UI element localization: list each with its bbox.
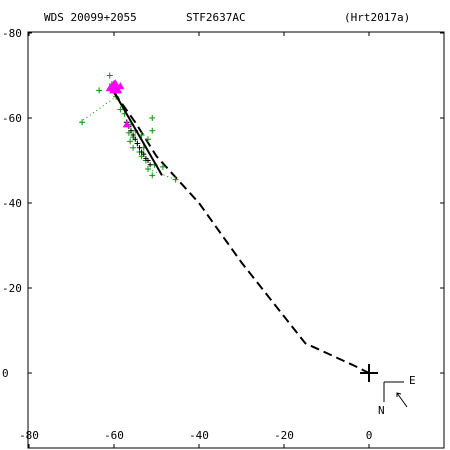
x-tick-label: -80 (19, 429, 39, 442)
magenta-observation-point (122, 120, 131, 128)
green-observation-point (130, 144, 137, 151)
compass: E N (378, 374, 416, 417)
green-observation-point (117, 106, 124, 113)
green-observation-point (149, 172, 156, 179)
fit-line (111, 87, 163, 176)
green-observation-point (79, 119, 86, 126)
x-tick-label: -20 (274, 429, 294, 442)
green-observation-point (159, 163, 166, 170)
y-tick-label: -60 (2, 112, 22, 125)
green-observation-point (172, 176, 179, 183)
green-observation-point (145, 136, 151, 143)
residual-dotted-line (79, 96, 117, 123)
black-observation-point (130, 132, 136, 138)
magenta-observation-point (109, 86, 118, 94)
arrowhead-icon (396, 392, 402, 397)
green-observation-point (149, 115, 156, 121)
x-tick-label: -60 (104, 429, 124, 442)
black-observation-point (141, 151, 147, 157)
black-observation-point (132, 136, 138, 142)
green-observation-point (127, 138, 134, 145)
direction-arrow-icon (396, 392, 408, 408)
green-observation-point (145, 166, 151, 172)
plot-frame (27, 31, 445, 449)
x-tick-label: 0 (366, 429, 373, 442)
residual-dotted-line (147, 168, 176, 181)
black-observation-point (134, 141, 140, 146)
black-observation-point (128, 128, 134, 134)
y-tick-label: 0 (2, 367, 9, 380)
compass-east-label: E (409, 374, 416, 387)
y-tick-label: -20 (2, 282, 22, 295)
black-observation-point (145, 158, 151, 163)
compass-north-label: N (378, 404, 385, 417)
magenta-observation-point (116, 82, 125, 90)
magenta-observation-point (114, 86, 123, 94)
y-tick-label: -80 (2, 27, 22, 40)
chart-title-right: (Hrt2017a) (344, 11, 410, 24)
y-tick-label: -40 (2, 197, 22, 210)
magenta-observation-point (111, 79, 120, 87)
black-observation-point (137, 145, 142, 151)
magenta-observation-point (105, 84, 114, 92)
green-observation-point (106, 72, 113, 79)
x-tick-label: -40 (189, 429, 209, 442)
orbit-dashed-line (113, 91, 370, 374)
chart-title-center: STF2637AC (186, 11, 246, 24)
black-observation-point (147, 162, 153, 168)
green-observation-point (96, 87, 103, 94)
green-observation-point (149, 127, 156, 134)
chart-title-left: WDS 20099+2055 (44, 11, 137, 24)
